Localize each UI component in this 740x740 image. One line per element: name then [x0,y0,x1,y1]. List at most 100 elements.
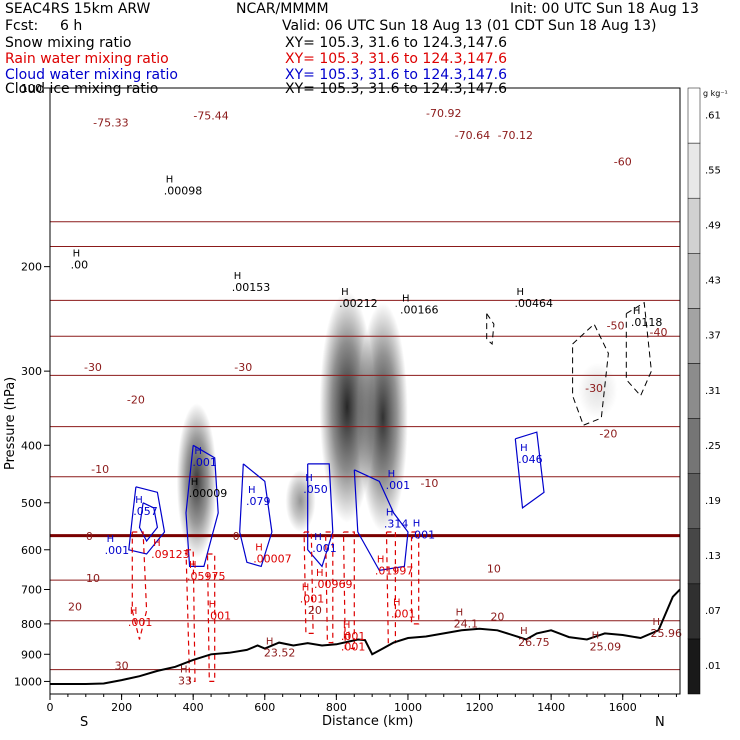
colorbar-swatch [687,363,701,419]
max-value-label: .001 [341,630,366,643]
colorbar-swatch [687,638,701,695]
rain-contours [131,531,420,682]
x-axis-title: Distance (km) [322,714,413,729]
max-value-label: .00212 [339,297,378,310]
colorbar-label: .61 [705,110,721,121]
max-marker: H [191,477,199,488]
cloud-water-contour [239,463,273,568]
max-marker: H [520,626,528,637]
ice-contour [625,301,652,397]
max-value-label: .001 [105,544,130,557]
isotherm-label: 30 [115,660,129,673]
colorbar-label: .49 [705,220,721,231]
max-marker: H [393,598,401,609]
max-value-label: .05975 [187,570,226,583]
max-marker: H [341,287,349,298]
max-value-label: 23.52 [264,646,296,659]
cloud-water-contour [353,469,409,572]
max-marker: H [255,542,263,553]
max-value-label: .0118 [631,316,663,329]
isotherm-label: -30 [585,382,603,395]
max-marker: H [343,620,351,631]
forecast-hour: 6 h [60,18,83,34]
colorbar-label: .01 [705,661,721,672]
isotherm-label: 20 [68,601,82,614]
axes: 0 200 400 600 800 1000 1200 1400 160010020030040… [14,82,677,714]
isotherm-label: 0 [86,530,93,543]
y-tick-label: 700 [21,584,42,597]
max-value-label: .00009 [189,487,228,500]
max-marker: H [266,636,274,647]
isotherm-label: -70.12 [498,129,533,142]
max-value-label: .001 [192,456,217,469]
y-tick-label: 500 [21,497,42,510]
max-value-label: .001 [207,609,232,622]
isotherm-label: -40 [650,326,668,339]
rain-contour [342,531,355,650]
colorbar-swatch [687,253,701,309]
max-value-label: 25.96 [651,627,683,640]
ice-contours [486,301,652,426]
max-marker: H [316,568,324,579]
max-marker: H [209,599,217,610]
max-value-label: 26.75 [518,636,550,649]
colorbar-label: .31 [705,386,721,397]
max-marker: H [135,495,143,506]
init-time: Init: 00 UTC Sun 18 Aug 13 [510,1,699,17]
colorbar-unit: g kg⁻¹ [703,89,728,98]
max-value-label: .050 [303,483,328,496]
max-marker: H [456,608,464,619]
colorbar: .01 .07 .13 .19 .25 .31 .37 .43 .49 .55 .61 [687,87,721,695]
ice-contour [486,313,495,346]
colorbar-swatch [687,87,701,144]
end-label: N [655,715,665,730]
colorbar-swatch [687,583,701,640]
max-value-label: 24.1 [454,618,479,631]
isotherm-label: 0 [233,530,240,543]
y-tick-label: 600 [21,544,42,557]
cloud-water-contour [307,463,334,568]
y-axis-title: Pressure (hPa) [3,377,18,470]
max-marker: H [413,519,421,530]
y-tick-label: 400 [21,439,42,452]
field-xy-cloud-water: XY= 105.3, 31.6 to 124.3,147.6 [285,67,508,83]
max-value-label: .079 [246,495,271,508]
isotherm-label: -30 [84,361,102,374]
x-tick-label: 800 [326,701,347,714]
colorbar-label: .19 [705,496,721,507]
isotherm-label: -70.64 [455,129,490,142]
max-marker: H [633,306,641,317]
isotherm-label: -70.92 [426,107,461,120]
colorbar-swatch [687,142,701,199]
max-marker: H [653,617,661,628]
y-tick-label: 100 [21,82,42,95]
isotherm-label: -60 [614,155,632,168]
isotherm-label: -20 [127,393,145,406]
max-value-label: .001 [386,479,411,492]
max-value-label: .00 [71,259,89,272]
max-marker: H [130,606,138,617]
isotherm-label: 20 [308,604,322,617]
field-name-cloud-water: Cloud water mixing ratio [5,67,178,83]
colorbar-label: .55 [705,165,721,176]
max-value-label: .00969 [314,578,353,591]
max-marker: H [73,249,81,260]
max-marker: H [189,560,197,571]
y-tick-label: 300 [21,365,42,378]
colorbar-label: .43 [705,276,721,287]
isotherm-label: 20 [490,611,504,624]
rain-contour [410,531,420,625]
colorbar-swatch [687,308,701,364]
max-value-label: .001 [411,529,436,542]
isotherm-label: -50 [607,319,625,332]
isotherm-label: 10 [86,572,100,585]
isotherm-label: -20 [599,427,617,440]
max-value-label: .00166 [400,303,439,316]
rain-contour [325,531,334,644]
rain-contour [303,531,314,634]
max-value-label: .314 [384,517,409,530]
shading-blob [577,362,618,419]
max-marker: H [248,485,256,496]
